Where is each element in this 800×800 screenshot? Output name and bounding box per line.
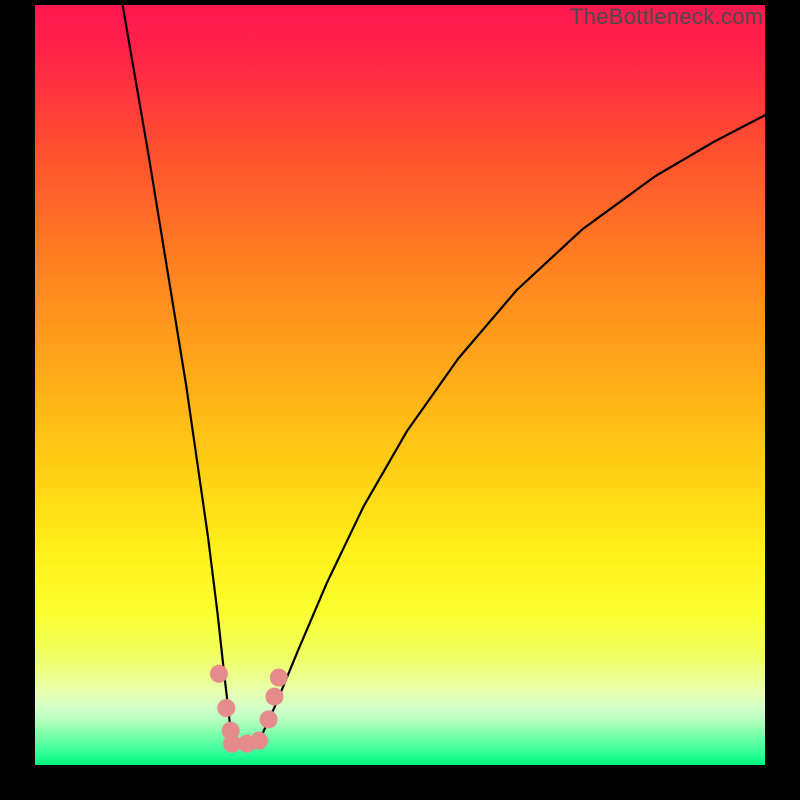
marker-dot (217, 699, 235, 717)
bottleneck-curve-svg (35, 5, 765, 765)
plot-area (35, 5, 765, 765)
marker-dot (250, 732, 268, 750)
frame-border-left (0, 0, 35, 800)
marker-dot (265, 688, 283, 706)
watermark-text: TheBottleneck.com (570, 4, 763, 30)
marker-dot (260, 710, 278, 728)
marker-dot (270, 669, 288, 687)
marker-group (210, 665, 288, 753)
bottleneck-curve-path (123, 5, 765, 744)
chart-frame: TheBottleneck.com (0, 0, 800, 800)
marker-dot (210, 665, 228, 683)
frame-border-right (765, 0, 800, 800)
frame-border-bottom (0, 765, 800, 800)
